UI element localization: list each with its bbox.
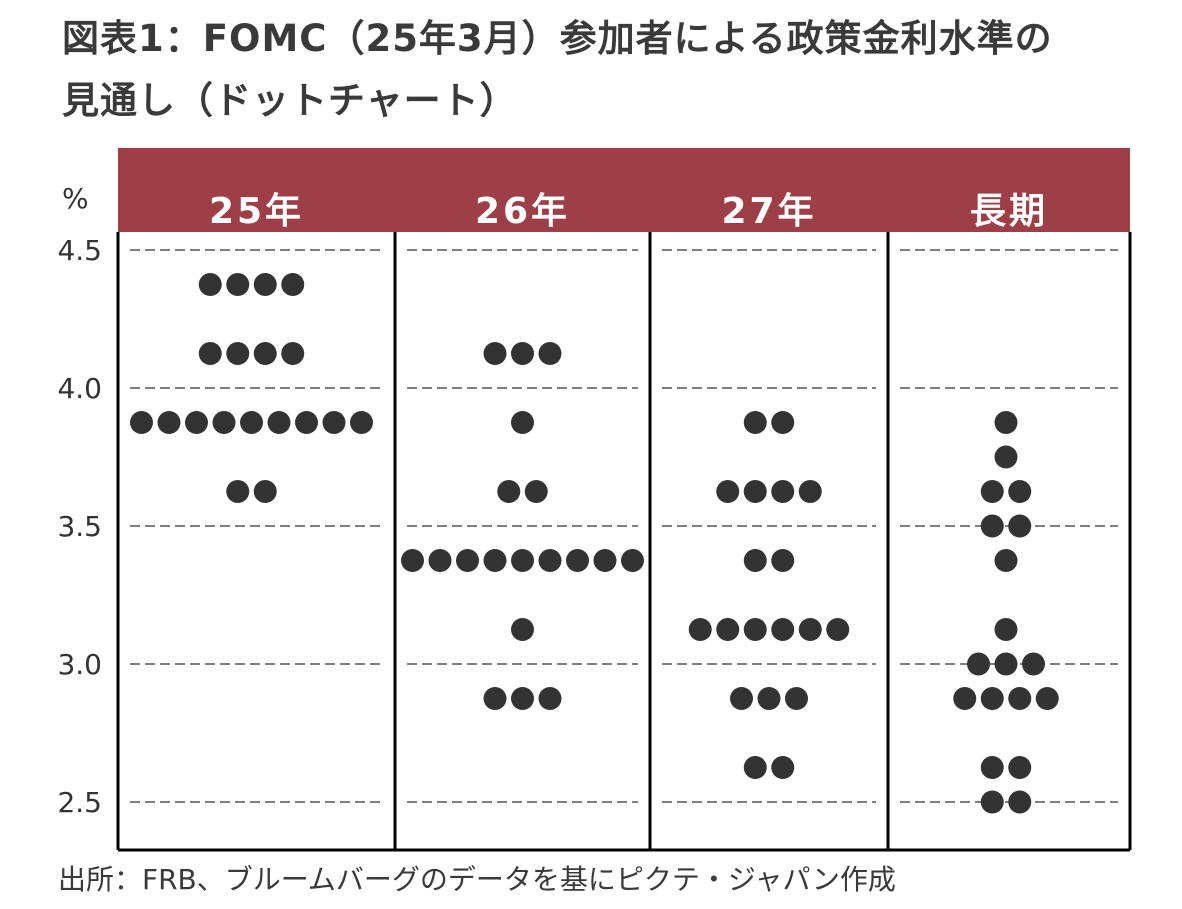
dot	[1008, 790, 1032, 814]
dot	[798, 618, 822, 641]
dot	[401, 549, 424, 572]
dot	[1022, 652, 1045, 676]
dot	[1008, 480, 1032, 503]
dot	[350, 411, 373, 434]
title-line-1: 図表1：FOMC（25年3月）参加者による政策金利水準の	[62, 17, 1053, 60]
dot	[322, 411, 346, 434]
dot	[538, 549, 562, 572]
dot	[281, 273, 305, 296]
dot	[295, 411, 318, 434]
dot	[511, 342, 534, 365]
dot	[198, 342, 222, 365]
dot	[198, 273, 222, 296]
dot	[483, 687, 507, 710]
dot	[1008, 514, 1032, 538]
dot	[994, 652, 1018, 676]
dot	[511, 687, 534, 710]
dot	[771, 618, 795, 641]
dot	[994, 618, 1018, 641]
dot	[730, 687, 753, 710]
dot	[743, 618, 767, 641]
dot	[743, 480, 767, 503]
dot	[798, 480, 822, 503]
dot	[967, 652, 990, 676]
dot	[253, 273, 277, 296]
dot	[953, 687, 977, 710]
dot	[621, 549, 644, 572]
dot	[980, 480, 1004, 503]
column-header: 27年	[721, 191, 816, 232]
dot	[688, 618, 712, 641]
dot	[226, 342, 250, 365]
dot	[980, 514, 1004, 538]
dot	[1035, 687, 1059, 710]
y-axis-unit: %	[62, 182, 89, 215]
chart-title: 図表1：FOMC（25年3月）参加者による政策金利水準の 見通し（ドットチャート…	[62, 8, 1053, 132]
y-tick-label: 3.5	[57, 510, 102, 543]
dot	[743, 756, 767, 779]
y-tick-label: 3.0	[57, 648, 102, 681]
dot	[980, 756, 1004, 779]
dot	[483, 549, 507, 572]
dot	[157, 411, 181, 434]
dot	[511, 549, 534, 572]
dot	[593, 549, 617, 572]
dot	[524, 480, 548, 503]
dot	[511, 411, 534, 434]
header-bar	[118, 148, 1130, 232]
dot	[281, 342, 305, 365]
dot	[743, 411, 767, 434]
dot	[226, 273, 250, 296]
dot	[185, 411, 208, 434]
dot	[743, 549, 767, 572]
dot	[483, 342, 507, 365]
dot	[994, 549, 1018, 572]
dot	[980, 790, 1004, 814]
y-tick-label: 4.0	[57, 372, 102, 405]
dot	[511, 618, 534, 641]
title-line-2: 見通し（ドットチャート）	[62, 79, 518, 122]
y-tick-label: 4.5	[57, 234, 102, 267]
dot	[130, 411, 153, 434]
dot	[771, 549, 795, 572]
dot	[980, 687, 1004, 710]
dot	[267, 411, 291, 434]
dot	[497, 480, 521, 503]
y-tick-label: 2.5	[57, 786, 102, 819]
dot	[1008, 756, 1032, 779]
dot	[757, 687, 781, 710]
dot	[716, 480, 740, 503]
dot	[538, 687, 562, 710]
column-header: 長期	[970, 191, 1048, 232]
dot	[226, 480, 250, 503]
dot	[785, 687, 808, 710]
dot	[771, 480, 795, 503]
source-note: 出所：FRB、ブルームバーグのデータを基にピクテ・ジャパン作成	[58, 863, 896, 896]
dot	[771, 756, 795, 779]
column-header: 25年	[209, 191, 304, 232]
dot	[566, 549, 589, 572]
dot	[994, 411, 1018, 434]
dot	[538, 342, 562, 365]
dot	[456, 549, 479, 572]
dot	[253, 480, 277, 503]
dot	[253, 342, 277, 365]
dot	[716, 618, 740, 641]
dot	[428, 549, 452, 572]
dot	[1008, 687, 1032, 710]
dot	[994, 445, 1018, 469]
dot	[240, 411, 263, 434]
dot	[212, 411, 236, 434]
column-header: 26年	[475, 191, 570, 232]
dot	[826, 618, 850, 641]
dot	[771, 411, 795, 434]
